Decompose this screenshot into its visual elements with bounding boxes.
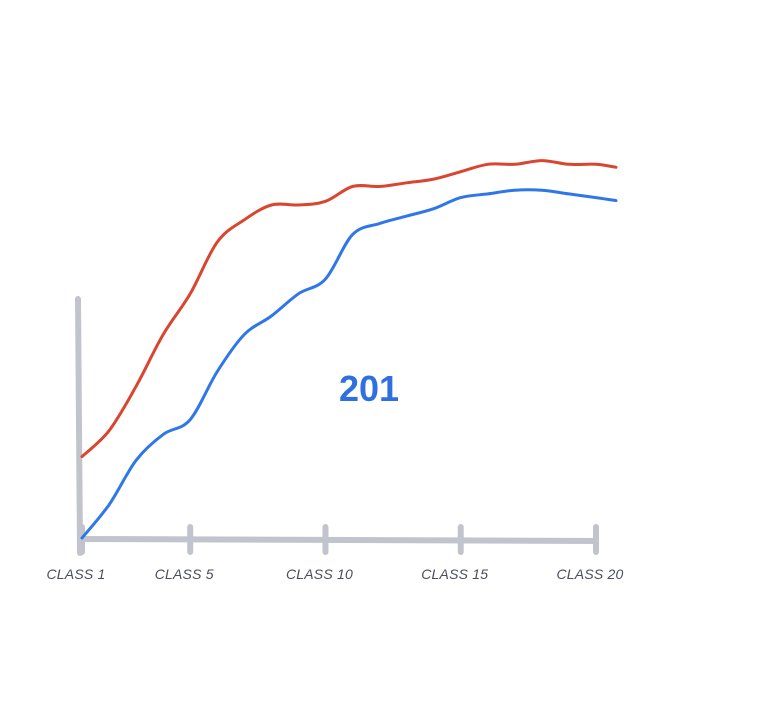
x-tick-labels: CLASS 1 CLASS 5 CLASS 10 CLASS 15 CLASS 20 bbox=[47, 566, 624, 582]
y-axis-line bbox=[75, 296, 83, 556]
x-tick-label: CLASS 5 bbox=[155, 566, 214, 582]
series-line-1 bbox=[80, 159, 618, 459]
value-annotation: 201 bbox=[339, 368, 399, 409]
chart-axes bbox=[75, 296, 599, 556]
x-tick-label: CLASS 10 bbox=[286, 566, 353, 582]
x-tick-label: CLASS 15 bbox=[421, 566, 488, 582]
series-layer bbox=[80, 159, 618, 540]
x-axis-line bbox=[77, 536, 599, 544]
x-tick-label: CLASS 1 bbox=[47, 566, 106, 582]
series-line-2 bbox=[80, 188, 618, 540]
x-tick-label: CLASS 20 bbox=[557, 566, 624, 582]
